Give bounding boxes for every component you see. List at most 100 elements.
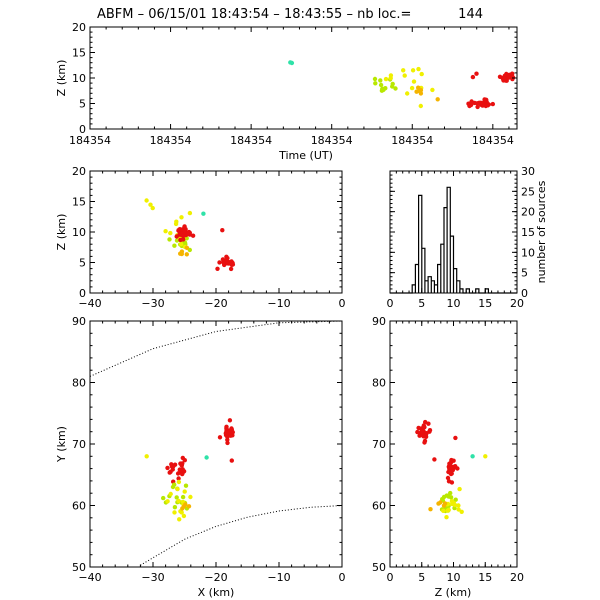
source-point (455, 466, 460, 471)
source-point (230, 429, 235, 435)
x-tick-label: −20 (204, 297, 227, 310)
source-point (421, 425, 426, 430)
x-tick-label: 0 (387, 571, 394, 584)
y-tick-label: 60 (72, 500, 86, 513)
source-point (426, 421, 431, 426)
source-point (372, 76, 378, 82)
source-point (182, 233, 187, 238)
source-point (179, 215, 184, 220)
source-point (174, 234, 179, 239)
y-tick-label: 5 (521, 267, 528, 280)
source-point (441, 503, 447, 508)
source-point (432, 457, 437, 462)
source-point (168, 230, 173, 236)
source-point (428, 507, 433, 512)
y-tick-label: 5 (79, 98, 86, 111)
y-tick-label: 80 (72, 377, 86, 390)
x-y-ticks: −40 −30 −20 −10 0 50 60 70 80 90 (72, 315, 346, 584)
x-y-frame (89, 320, 343, 568)
source-point (506, 75, 511, 80)
source-point (470, 454, 475, 459)
x-tick-label: 20 (510, 297, 524, 310)
source-point (163, 229, 168, 234)
y-tick-label: 0 (521, 287, 528, 300)
source-point (482, 97, 487, 102)
source-point (415, 429, 420, 435)
source-point (451, 500, 456, 506)
x-tick-label: −30 (141, 571, 164, 584)
time-tick-label: 184354 (311, 134, 353, 147)
source-point (445, 508, 450, 513)
time-height-z-label: Z (km) (55, 60, 68, 97)
source-point (169, 464, 175, 469)
source-point (174, 495, 179, 500)
source-point (201, 211, 206, 216)
source-point (228, 433, 233, 438)
x-tick-label: −30 (141, 297, 164, 310)
histogram-count-label: number of sources (535, 180, 548, 283)
x-y-points (144, 418, 235, 522)
source-point (427, 428, 433, 433)
source-point (468, 102, 474, 108)
source-point (225, 440, 230, 446)
source-count: 144 (458, 7, 483, 22)
x-tick-label: −10 (267, 571, 290, 584)
source-point (474, 71, 479, 76)
source-point (182, 224, 187, 229)
x-tick-label: 5 (418, 297, 425, 310)
source-point (167, 470, 172, 475)
source-point (229, 458, 234, 463)
source-point (430, 87, 435, 93)
source-point (181, 504, 186, 509)
source-point (183, 483, 189, 488)
time-tick-label: 184354 (230, 134, 272, 147)
source-point (456, 507, 461, 512)
source-point (224, 424, 229, 429)
y-tick-label: 90 (372, 315, 386, 328)
y-tick-label: 0 (79, 123, 86, 136)
source-point (228, 266, 234, 272)
source-point (501, 77, 506, 83)
y-tick-label: 10 (72, 72, 86, 85)
source-point (170, 484, 176, 490)
source-point (176, 479, 182, 485)
x-axis-label: X (km) (198, 586, 235, 599)
title-text: ABFM – 06/15/01 18:43:54 – 18:43:55 – nb… (97, 7, 411, 22)
source-point (176, 498, 181, 504)
source-point (288, 60, 293, 65)
source-point (470, 74, 476, 80)
source-point (172, 243, 177, 248)
y-axis-label: Y (km) (55, 426, 68, 463)
source-point (181, 513, 187, 519)
source-point (438, 500, 443, 505)
source-point (447, 466, 452, 472)
source-point (416, 66, 421, 72)
source-point (223, 430, 229, 435)
z-y-panel: 0 5 10 15 20 50 60 70 80 90 Z (km) (372, 315, 524, 599)
y-tick-label: 80 (372, 377, 386, 390)
z-y-points (415, 419, 488, 520)
source-point (401, 68, 406, 73)
source-point (450, 464, 456, 470)
z-axis-label: Z (km) (435, 586, 472, 599)
source-point (469, 99, 474, 104)
source-point (410, 68, 416, 73)
y-tick-label: 90 (72, 315, 86, 328)
source-point (172, 510, 177, 515)
histogram-outline (390, 186, 517, 294)
source-point (165, 465, 170, 471)
source-point (217, 260, 222, 265)
boundary-curve (89, 320, 343, 377)
time-axis-label: Time (UT) (278, 149, 333, 162)
source-point (483, 454, 488, 459)
source-point (172, 505, 178, 510)
source-point (215, 266, 220, 271)
source-point (448, 490, 453, 496)
x-tick-label: −40 (78, 571, 101, 584)
time-tick-label: 184354 (69, 134, 111, 147)
x-z-z-label: Z (km) (55, 214, 68, 251)
source-point (176, 476, 181, 481)
